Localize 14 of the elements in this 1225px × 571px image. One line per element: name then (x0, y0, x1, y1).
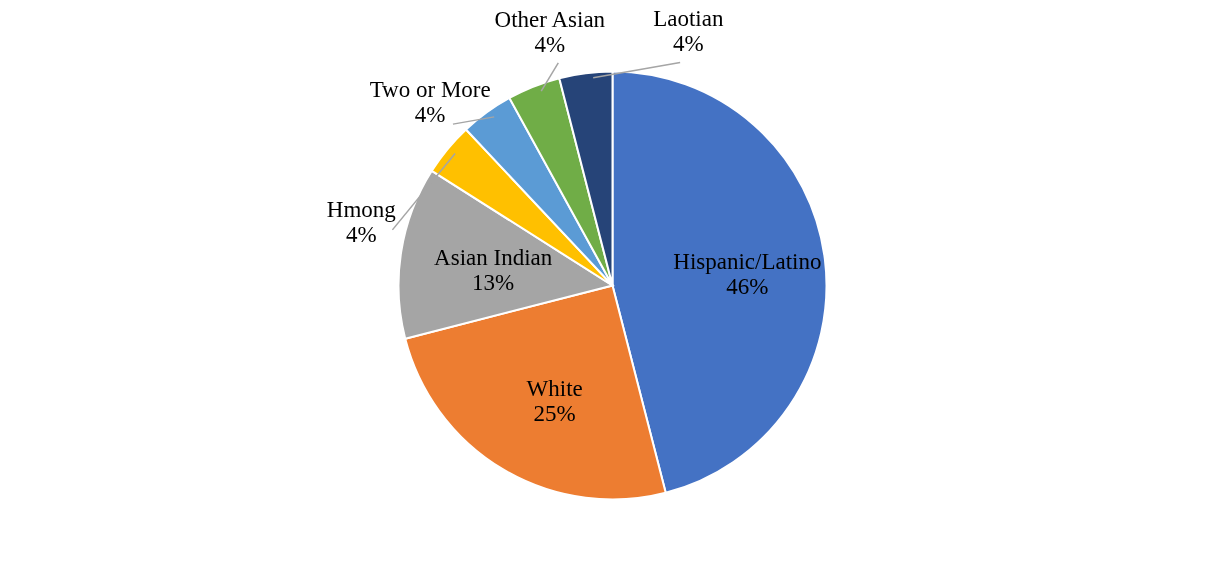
data-label: 13% (472, 269, 515, 295)
data-label: 4% (534, 31, 566, 57)
slice-label: Asian Indian (434, 244, 553, 270)
data-label: 4% (414, 101, 446, 127)
data-label: 46% (726, 273, 769, 299)
data-label: 25% (533, 400, 576, 426)
slice-label: Hmong (326, 196, 397, 222)
slice-label: Two or More (369, 76, 491, 102)
data-label: 4% (346, 221, 377, 247)
data-label: 4% (673, 31, 704, 57)
slice-label: White (526, 375, 583, 401)
slice-label: Other Asian (494, 6, 606, 32)
slice-label: Laotian (653, 6, 724, 32)
slice-label: Hispanic/Latino (673, 248, 822, 274)
